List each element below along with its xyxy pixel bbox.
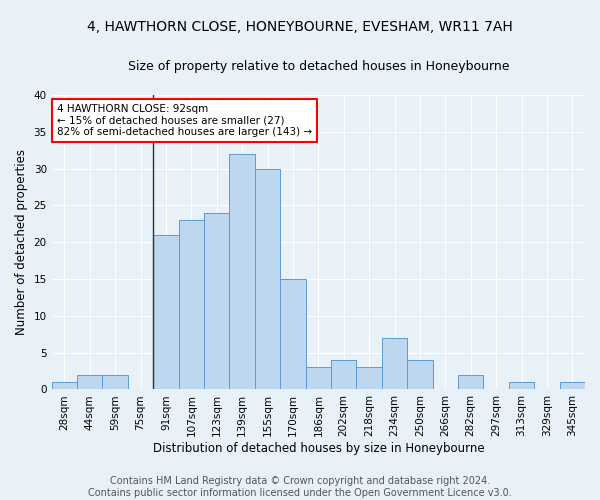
Bar xyxy=(407,360,433,390)
Bar xyxy=(382,338,407,390)
Bar xyxy=(560,382,585,390)
Text: 4 HAWTHORN CLOSE: 92sqm
← 15% of detached houses are smaller (27)
82% of semi-de: 4 HAWTHORN CLOSE: 92sqm ← 15% of detache… xyxy=(57,104,312,137)
Bar xyxy=(305,368,331,390)
Bar xyxy=(229,154,255,390)
Bar xyxy=(77,374,103,390)
Bar xyxy=(204,213,229,390)
Bar xyxy=(331,360,356,390)
Bar xyxy=(356,368,382,390)
Bar xyxy=(153,235,179,390)
Title: Size of property relative to detached houses in Honeybourne: Size of property relative to detached ho… xyxy=(128,60,509,73)
Text: 4, HAWTHORN CLOSE, HONEYBOURNE, EVESHAM, WR11 7AH: 4, HAWTHORN CLOSE, HONEYBOURNE, EVESHAM,… xyxy=(87,20,513,34)
Y-axis label: Number of detached properties: Number of detached properties xyxy=(15,149,28,335)
Bar xyxy=(52,382,77,390)
Bar xyxy=(458,374,484,390)
Text: Contains HM Land Registry data © Crown copyright and database right 2024.
Contai: Contains HM Land Registry data © Crown c… xyxy=(88,476,512,498)
Bar xyxy=(280,279,305,390)
Bar xyxy=(255,168,280,390)
Bar xyxy=(509,382,534,390)
X-axis label: Distribution of detached houses by size in Honeybourne: Distribution of detached houses by size … xyxy=(152,442,484,455)
Bar xyxy=(103,374,128,390)
Bar xyxy=(179,220,204,390)
